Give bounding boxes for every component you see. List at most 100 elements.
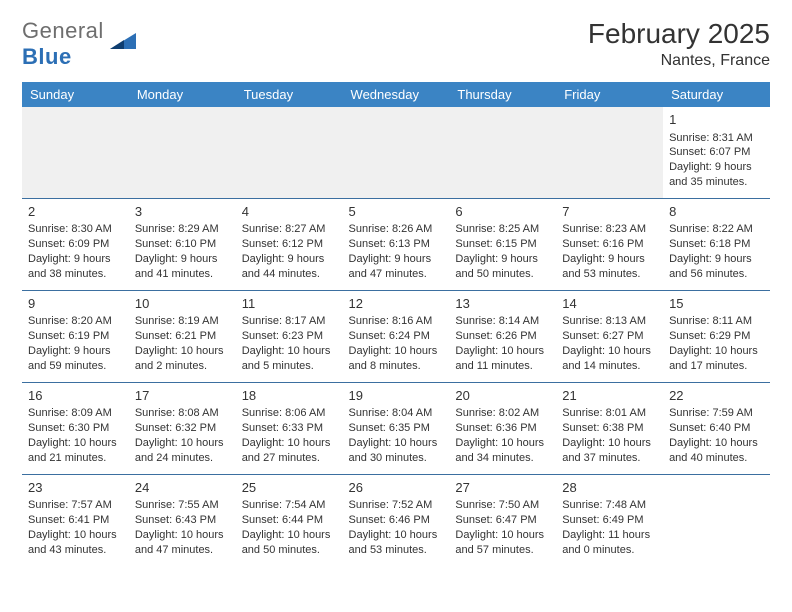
day-header: Friday: [556, 82, 663, 107]
day-number: 26: [349, 479, 444, 497]
calendar-table: SundayMondayTuesdayWednesdayThursdayFrid…: [22, 82, 770, 566]
day-number: 19: [349, 387, 444, 405]
calendar-cell: [663, 474, 770, 565]
day-number: 17: [135, 387, 230, 405]
day-number: 4: [242, 203, 337, 221]
calendar-week: 16Sunrise: 8:09 AMSunset: 6:30 PMDayligh…: [22, 382, 770, 474]
day-number: 11: [242, 295, 337, 313]
day-number: 10: [135, 295, 230, 313]
day-info: Sunrise: 8:14 AMSunset: 6:26 PMDaylight:…: [455, 314, 550, 373]
day-number: 5: [349, 203, 444, 221]
calendar-cell: 5Sunrise: 8:26 AMSunset: 6:13 PMDaylight…: [343, 198, 450, 290]
calendar-cell: 3Sunrise: 8:29 AMSunset: 6:10 PMDaylight…: [129, 198, 236, 290]
calendar-cell: 27Sunrise: 7:50 AMSunset: 6:47 PMDayligh…: [449, 474, 556, 565]
header: General Blue February 2025 Nantes, Franc…: [22, 18, 770, 70]
day-info: Sunrise: 8:31 AMSunset: 6:07 PMDaylight:…: [669, 131, 764, 190]
calendar-week: 1 Sunrise: 8:31 AMSunset: 6:07 PMDaylight…: [22, 107, 770, 198]
calendar-cell: 9Sunrise: 8:20 AMSunset: 6:19 PMDaylight…: [22, 290, 129, 382]
day-number: 21: [562, 387, 657, 405]
calendar-cell: 2Sunrise: 8:30 AMSunset: 6:09 PMDaylight…: [22, 198, 129, 290]
calendar-cell: 15Sunrise: 8:11 AMSunset: 6:29 PMDayligh…: [663, 290, 770, 382]
calendar-cell: 4Sunrise: 8:27 AMSunset: 6:12 PMDaylight…: [236, 198, 343, 290]
calendar-cell: [449, 107, 556, 198]
calendar-cell: 13Sunrise: 8:14 AMSunset: 6:26 PMDayligh…: [449, 290, 556, 382]
day-number: 23: [28, 479, 123, 497]
day-info: Sunrise: 8:13 AMSunset: 6:27 PMDaylight:…: [562, 314, 657, 373]
day-info: Sunrise: 8:01 AMSunset: 6:38 PMDaylight:…: [562, 406, 657, 465]
day-info: Sunrise: 8:25 AMSunset: 6:15 PMDaylight:…: [455, 222, 550, 281]
logo-word-general: General: [22, 18, 104, 43]
calendar-cell: 19Sunrise: 8:04 AMSunset: 6:35 PMDayligh…: [343, 382, 450, 474]
day-header: Thursday: [449, 82, 556, 107]
day-header-row: SundayMondayTuesdayWednesdayThursdayFrid…: [22, 82, 770, 107]
calendar-cell: [22, 107, 129, 198]
day-number: 6: [455, 203, 550, 221]
day-info: Sunrise: 8:06 AMSunset: 6:33 PMDaylight:…: [242, 406, 337, 465]
day-number: 7: [562, 203, 657, 221]
calendar-cell: [343, 107, 450, 198]
day-number: 3: [135, 203, 230, 221]
day-number: 28: [562, 479, 657, 497]
day-info: Sunrise: 8:11 AMSunset: 6:29 PMDaylight:…: [669, 314, 764, 373]
calendar-cell: [236, 107, 343, 198]
day-info: Sunrise: 8:08 AMSunset: 6:32 PMDaylight:…: [135, 406, 230, 465]
logo: General Blue: [22, 18, 136, 70]
calendar-cell: 21Sunrise: 8:01 AMSunset: 6:38 PMDayligh…: [556, 382, 663, 474]
day-info: Sunrise: 7:48 AMSunset: 6:49 PMDaylight:…: [562, 498, 657, 557]
day-header: Sunday: [22, 82, 129, 107]
day-number: 14: [562, 295, 657, 313]
day-header: Wednesday: [343, 82, 450, 107]
day-number: 2: [28, 203, 123, 221]
day-info: Sunrise: 8:26 AMSunset: 6:13 PMDaylight:…: [349, 222, 444, 281]
day-info: Sunrise: 8:30 AMSunset: 6:09 PMDaylight:…: [28, 222, 123, 281]
day-info: Sunrise: 8:17 AMSunset: 6:23 PMDaylight:…: [242, 314, 337, 373]
day-info: Sunrise: 8:22 AMSunset: 6:18 PMDaylight:…: [669, 222, 764, 281]
day-info: Sunrise: 7:57 AMSunset: 6:41 PMDaylight:…: [28, 498, 123, 557]
calendar-body: 1 Sunrise: 8:31 AMSunset: 6:07 PMDaylight…: [22, 107, 770, 566]
day-info: Sunrise: 8:09 AMSunset: 6:30 PMDaylight:…: [28, 406, 123, 465]
day-header: Tuesday: [236, 82, 343, 107]
calendar-week: 23Sunrise: 7:57 AMSunset: 6:41 PMDayligh…: [22, 474, 770, 565]
day-number: 12: [349, 295, 444, 313]
day-info: Sunrise: 7:50 AMSunset: 6:47 PMDaylight:…: [455, 498, 550, 557]
location: Nantes, France: [588, 52, 770, 70]
calendar-cell: 17Sunrise: 8:08 AMSunset: 6:32 PMDayligh…: [129, 382, 236, 474]
logo-word-blue: Blue: [22, 44, 72, 69]
day-number: 18: [242, 387, 337, 405]
calendar-head: SundayMondayTuesdayWednesdayThursdayFrid…: [22, 82, 770, 107]
day-number: 16: [28, 387, 123, 405]
calendar-cell: 10Sunrise: 8:19 AMSunset: 6:21 PMDayligh…: [129, 290, 236, 382]
logo-mark-icon: [110, 33, 136, 56]
day-info: Sunrise: 8:19 AMSunset: 6:21 PMDaylight:…: [135, 314, 230, 373]
day-header: Saturday: [663, 82, 770, 107]
calendar-cell: 14Sunrise: 8:13 AMSunset: 6:27 PMDayligh…: [556, 290, 663, 382]
day-number: 1: [669, 111, 764, 129]
title-block: February 2025 Nantes, France: [588, 18, 770, 70]
calendar-cell: 24Sunrise: 7:55 AMSunset: 6:43 PMDayligh…: [129, 474, 236, 565]
day-info: Sunrise: 7:52 AMSunset: 6:46 PMDaylight:…: [349, 498, 444, 557]
calendar-cell: [129, 107, 236, 198]
day-number: 27: [455, 479, 550, 497]
day-info: Sunrise: 8:20 AMSunset: 6:19 PMDaylight:…: [28, 314, 123, 373]
logo-text: General Blue: [22, 18, 104, 70]
calendar-cell: 12Sunrise: 8:16 AMSunset: 6:24 PMDayligh…: [343, 290, 450, 382]
day-info: Sunrise: 7:59 AMSunset: 6:40 PMDaylight:…: [669, 406, 764, 465]
calendar-cell: 1 Sunrise: 8:31 AMSunset: 6:07 PMDaylight…: [663, 107, 770, 198]
day-header: Monday: [129, 82, 236, 107]
day-number: 9: [28, 295, 123, 313]
day-number: 20: [455, 387, 550, 405]
calendar-cell: 26Sunrise: 7:52 AMSunset: 6:46 PMDayligh…: [343, 474, 450, 565]
calendar-cell: 7Sunrise: 8:23 AMSunset: 6:16 PMDaylight…: [556, 198, 663, 290]
day-number: 25: [242, 479, 337, 497]
calendar-week: 2Sunrise: 8:30 AMSunset: 6:09 PMDaylight…: [22, 198, 770, 290]
calendar-cell: 20Sunrise: 8:02 AMSunset: 6:36 PMDayligh…: [449, 382, 556, 474]
day-info: Sunrise: 8:16 AMSunset: 6:24 PMDaylight:…: [349, 314, 444, 373]
calendar-cell: [556, 107, 663, 198]
day-info: Sunrise: 7:55 AMSunset: 6:43 PMDaylight:…: [135, 498, 230, 557]
calendar-cell: 8Sunrise: 8:22 AMSunset: 6:18 PMDaylight…: [663, 198, 770, 290]
day-info: Sunrise: 7:54 AMSunset: 6:44 PMDaylight:…: [242, 498, 337, 557]
calendar-cell: 23Sunrise: 7:57 AMSunset: 6:41 PMDayligh…: [22, 474, 129, 565]
day-number: 15: [669, 295, 764, 313]
calendar-cell: 28Sunrise: 7:48 AMSunset: 6:49 PMDayligh…: [556, 474, 663, 565]
day-info: Sunrise: 8:23 AMSunset: 6:16 PMDaylight:…: [562, 222, 657, 281]
